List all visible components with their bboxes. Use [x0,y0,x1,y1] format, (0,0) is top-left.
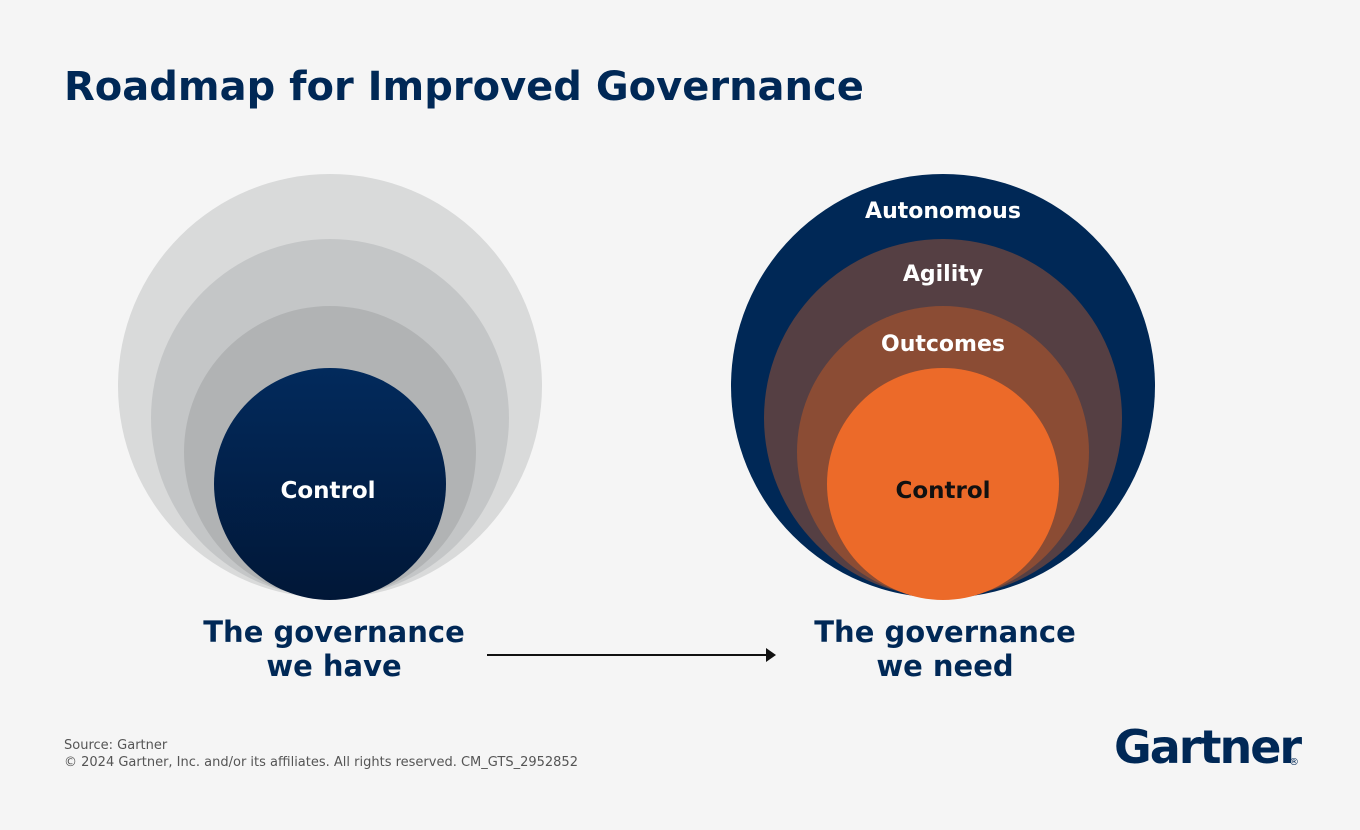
circle-label: Control [895,478,990,504]
circle-label: Autonomous [865,199,1021,224]
caption: The governance [814,615,1075,649]
core-circle [827,368,1059,600]
core-circle [214,368,446,600]
caption: we need [876,649,1013,683]
logo-mark: ® [1289,757,1299,768]
copyright: © 2024 Gartner, Inc. and/or its affiliat… [64,755,578,770]
caption: The governance [203,615,464,649]
logo: Gartner [1114,720,1302,774]
caption: we have [266,649,401,683]
circle-label: Outcomes [881,332,1005,357]
circle-label: Control [280,478,375,504]
circle-label: Agility [903,262,983,287]
arrow-head [766,648,776,662]
title: Roadmap for Improved Governance [64,64,864,110]
source: Source: Gartner [64,738,168,753]
